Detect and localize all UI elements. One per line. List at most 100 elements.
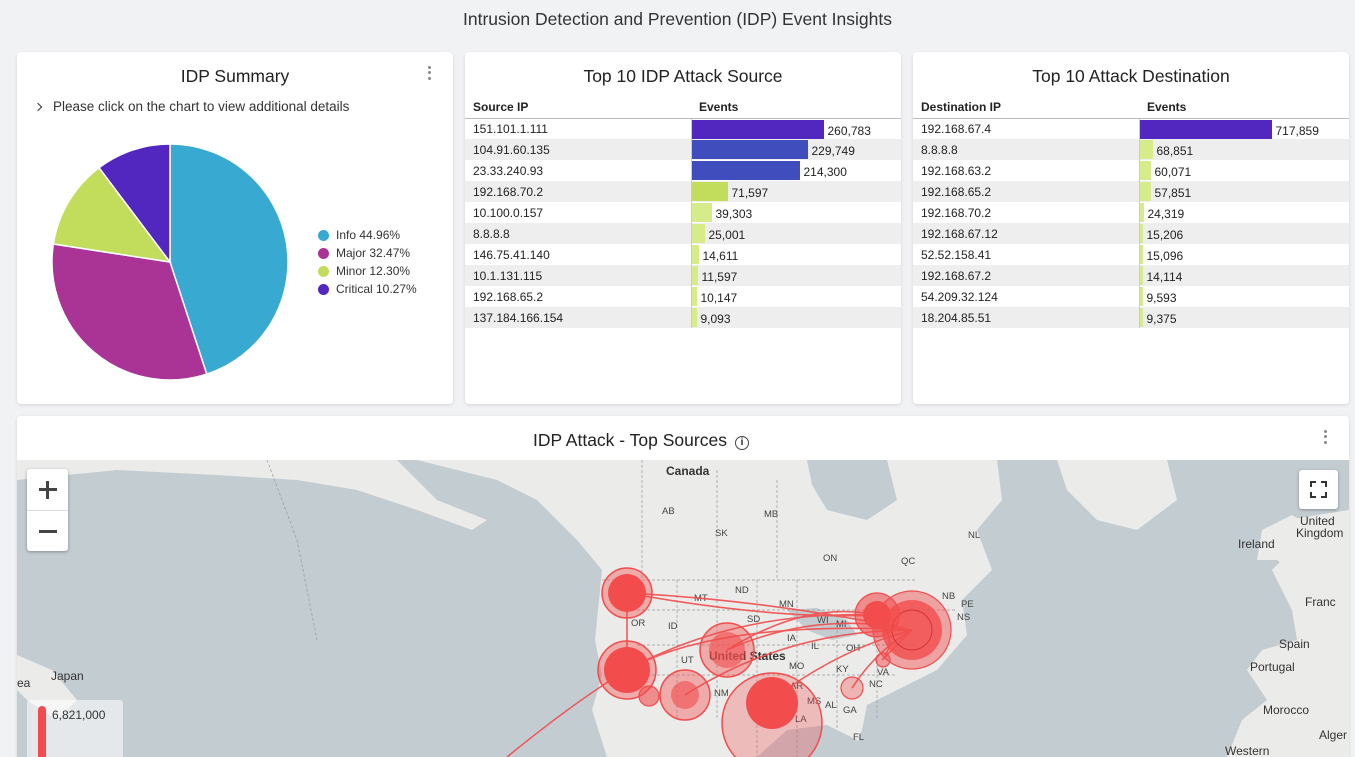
column-header-destination-ip[interactable]: Destination IP xyxy=(913,96,1139,119)
attack-marker[interactable] xyxy=(840,676,864,700)
events-value: 717,859 xyxy=(1275,123,1319,138)
events-bar[interactable] xyxy=(1139,119,1272,139)
events-bar[interactable] xyxy=(691,266,698,285)
table-row[interactable]: 104.91.60.135 229,749 xyxy=(465,139,901,160)
zoom-in-icon xyxy=(38,480,57,499)
attack-marker[interactable] xyxy=(863,601,891,629)
events-bar[interactable] xyxy=(691,308,697,327)
attack-map[interactable]: Canada United States Japan ea Ireland Un… xyxy=(17,460,1349,757)
ip-cell: 192.168.65.2 xyxy=(913,181,1139,202)
table-row[interactable]: 8.8.8.8 25,001 xyxy=(465,223,901,244)
events-bar[interactable] xyxy=(1139,182,1151,201)
idp-summary-pie-chart[interactable] xyxy=(40,132,300,392)
table-row[interactable]: 192.168.67.2 14,114 xyxy=(913,265,1349,286)
legend-item-critical[interactable]: Critical 10.27% xyxy=(318,280,417,298)
events-bar[interactable] xyxy=(1139,266,1143,285)
pie-slice-minor[interactable] xyxy=(52,166,172,264)
attack-marker[interactable] xyxy=(875,652,891,668)
map-label-nb: NB xyxy=(942,591,956,602)
table-row[interactable]: 23.33.240.93 214,300 xyxy=(465,160,901,181)
ip-cell: 192.168.63.2 xyxy=(921,163,992,178)
attack-arc[interactable] xyxy=(626,613,878,671)
events-bar[interactable] xyxy=(1139,224,1143,243)
attack-marker[interactable] xyxy=(746,677,798,729)
info-icon[interactable]: i xyxy=(734,436,749,450)
legend-label: Minor 12.30% xyxy=(336,264,411,278)
events-bar[interactable] xyxy=(1139,140,1153,159)
events-value: 14,611 xyxy=(702,249,739,263)
table-row[interactable]: 8.8.8.8 68,851 xyxy=(913,139,1349,160)
map-label-pe: PE xyxy=(961,599,974,610)
page-title: Intrusion Detection and Prevention (IDP)… xyxy=(463,9,892,29)
pie-slice-major[interactable] xyxy=(51,243,208,381)
fullscreen-icon xyxy=(1310,481,1316,487)
ip-cell: 8.8.8.8 xyxy=(913,139,1139,160)
pie-slice-info[interactable] xyxy=(169,143,289,376)
fullscreen-button[interactable] xyxy=(1299,470,1338,509)
events-bar[interactable] xyxy=(691,119,824,139)
table-row[interactable]: 192.168.63.2 60,071 xyxy=(913,160,1349,181)
table-row[interactable]: 192.168.67.12 15,206 xyxy=(913,223,1349,244)
map-label-united-kingdom-1: United xyxy=(1300,514,1335,528)
events-bar[interactable] xyxy=(691,224,705,243)
table-row[interactable]: 192.168.70.2 71,597 xyxy=(465,181,901,202)
events-bar[interactable] xyxy=(1139,161,1151,180)
events-value: 15,096 xyxy=(1146,249,1184,263)
table-row[interactable]: 192.168.65.2 10,147 xyxy=(465,286,901,307)
legend-item-minor[interactable]: Minor 12.30% xyxy=(318,262,417,280)
column-header-events[interactable]: Events xyxy=(1139,96,1349,119)
pie-slice-critical[interactable] xyxy=(97,143,171,265)
ip-cell: 151.101.1.111 xyxy=(473,121,548,136)
chart-hint[interactable]: Please click on the chart to view additi… xyxy=(33,99,349,114)
zoom-out-button[interactable] xyxy=(27,510,68,551)
table-row[interactable]: 146.75.41.140 14,611 xyxy=(465,244,901,265)
events-bar[interactable] xyxy=(691,203,712,222)
events-bar[interactable] xyxy=(1139,308,1143,327)
attack-marker[interactable] xyxy=(709,632,745,668)
map-label-algeria: Alger xyxy=(1319,728,1348,742)
ip-cell: 192.168.67.4 xyxy=(921,121,992,136)
table-row[interactable]: 151.101.1.111 260,783 xyxy=(465,118,901,139)
attack-arc[interactable] xyxy=(626,592,878,617)
events-cell: 24,319 xyxy=(1138,202,1349,223)
events-bar[interactable] xyxy=(691,161,800,180)
column-header-events[interactable]: Events xyxy=(691,96,901,119)
legend-item-major[interactable]: Major 32.47% xyxy=(318,244,417,262)
column-header-source-ip[interactable]: Source IP xyxy=(465,96,691,119)
table-row[interactable]: 18.204.85.51 9,375 xyxy=(913,307,1349,328)
table-row[interactable]: 137.184.166.154 9,093 xyxy=(465,307,901,328)
events-bar[interactable] xyxy=(691,182,728,201)
more-options-icon[interactable] xyxy=(425,65,433,81)
table-row[interactable]: 10.100.0.157 39,303 xyxy=(465,202,901,223)
events-cell: 25,001 xyxy=(690,223,901,244)
events-cell: 15,206 xyxy=(1138,223,1349,244)
events-bar[interactable] xyxy=(691,245,699,264)
attack-marker[interactable] xyxy=(638,685,660,707)
table-row[interactable]: 192.168.70.2 24,319 xyxy=(913,202,1349,223)
events-bar[interactable] xyxy=(1139,287,1143,306)
events-cell: 60,071 xyxy=(1138,160,1349,181)
map-label-sd: SD xyxy=(747,614,761,625)
attack-marker[interactable] xyxy=(604,647,650,693)
events-value: 60,071 xyxy=(1154,165,1192,179)
events-cell: 717,859 xyxy=(1138,118,1349,139)
table-row[interactable]: 10.1.131.115 11,597 xyxy=(465,265,901,286)
more-options-icon[interactable] xyxy=(1321,429,1329,445)
legend-item-info[interactable]: Info 44.96% xyxy=(318,226,417,244)
attack-source-table: Source IP Events 151.101.1.111 260,783 104… xyxy=(465,96,901,328)
attack-overlay xyxy=(506,567,952,757)
events-bar[interactable] xyxy=(691,140,808,159)
table-row[interactable]: 192.168.65.2 57,851 xyxy=(913,181,1349,202)
table-row[interactable]: 54.209.32.124 9,593 xyxy=(913,286,1349,307)
table-row[interactable]: 192.168.67.4 717,859 xyxy=(913,118,1349,139)
events-bar[interactable] xyxy=(691,287,697,306)
zoom-in-button[interactable] xyxy=(27,469,68,510)
events-cell: 9,593 xyxy=(1138,286,1349,307)
events-cell: 15,096 xyxy=(1138,244,1349,265)
map-label-mi: MI xyxy=(836,619,847,630)
table-row[interactable]: 52.52.158.41 15,096 xyxy=(913,244,1349,265)
events-bar[interactable] xyxy=(1139,203,1144,222)
events-bar[interactable] xyxy=(1139,245,1143,264)
attack-marker[interactable] xyxy=(671,681,699,709)
attack-marker[interactable] xyxy=(608,574,646,612)
